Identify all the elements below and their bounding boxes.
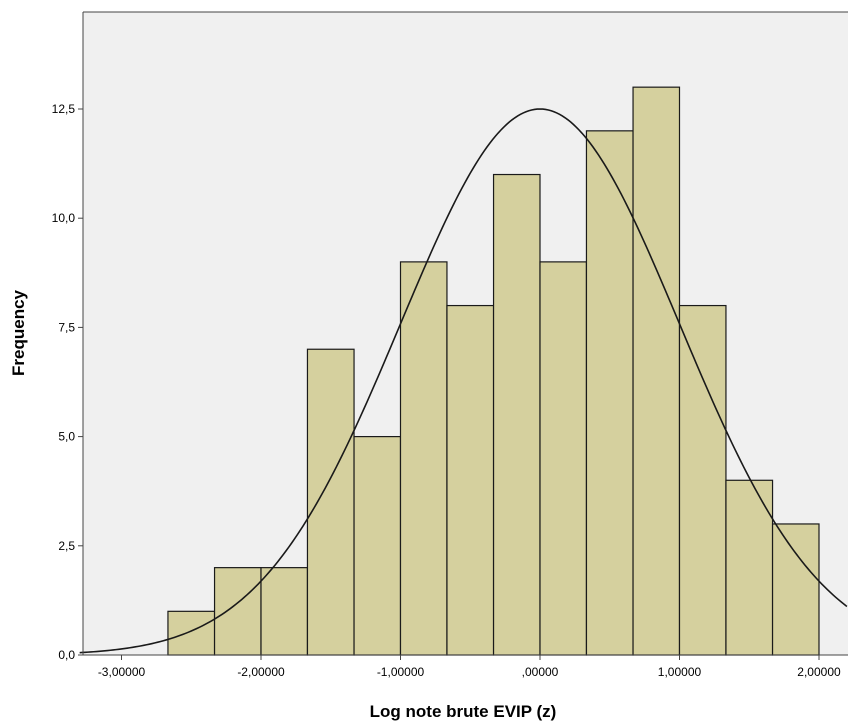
y-tick-label: 12,5 [52,102,76,116]
histogram-bar [632,86,681,656]
histogram-bar [213,567,262,656]
x-tick-label: 2,00000 [797,665,841,679]
x-axis-ticks: -3,00000 -2,00000 -1,00000 ,00000 1,00000 2,0… [98,655,841,679]
y-tick-label: 7,5 [58,320,75,334]
histogram-bar [771,523,820,656]
y-tick-label: 10,0 [52,211,76,225]
histogram-bar [446,304,495,656]
histogram-bar [725,479,774,656]
x-tick-label: ,00000 [522,665,559,679]
histogram-bar [539,261,588,656]
y-axis-title: Frequency [9,289,28,376]
histogram-bar [260,567,309,656]
normal-curve [79,108,848,654]
x-tick-label: -1,00000 [377,665,425,679]
histogram-bar [306,348,355,656]
x-tick-label: 1,00000 [658,665,702,679]
x-axis-title: Log note brute EVIP (z) [370,702,557,721]
y-tick-label: 2,5 [58,539,75,553]
bars-group [167,86,820,656]
y-axis-ticks: 0,0 2,5 5,0 7,5 10,0 12,5 [52,102,83,662]
x-tick-label: -2,00000 [237,665,285,679]
histogram-bar [585,130,634,656]
histogram-bar [167,610,216,656]
histogram-bar [492,173,541,656]
histogram-bar [678,304,727,656]
y-tick-label: 0,0 [58,648,75,662]
histogram-bar [399,261,448,656]
y-tick-label: 5,0 [58,430,75,444]
x-tick-label: -3,00000 [98,665,146,679]
histogram-bar [353,436,402,656]
